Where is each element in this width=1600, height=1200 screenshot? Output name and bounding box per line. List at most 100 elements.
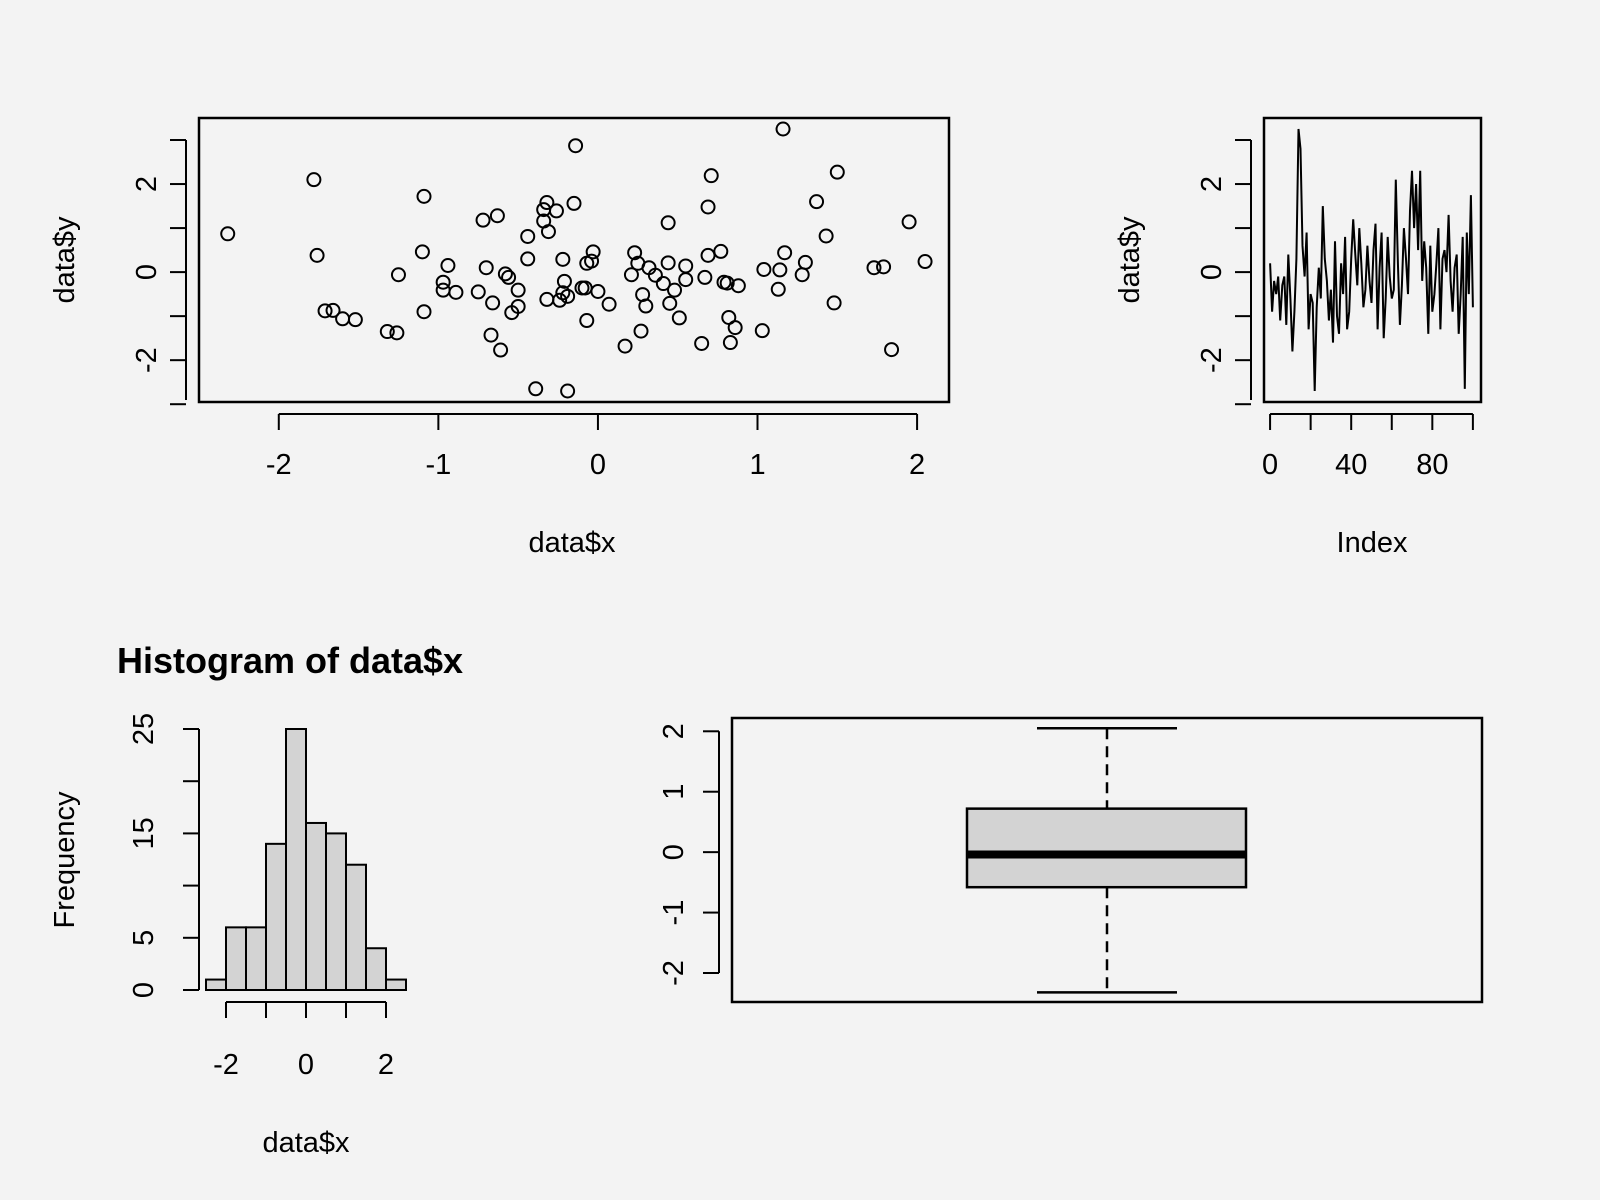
scatter-x-label: data$x bbox=[528, 527, 616, 559]
histogram-x-tick-label: 2 bbox=[378, 1049, 394, 1081]
scatter-point bbox=[325, 302, 341, 318]
scatter-point bbox=[667, 282, 683, 298]
scatter-point bbox=[485, 295, 501, 311]
scatter-point bbox=[440, 258, 456, 274]
histogram-bar bbox=[265, 842, 287, 992]
scatter-point bbox=[777, 245, 793, 261]
scatter-point bbox=[754, 323, 770, 339]
scatter-point bbox=[678, 272, 694, 288]
line-x-tick-label: 0 bbox=[1262, 449, 1278, 481]
boxplot-y-axis: -2 -1 0 1 2 bbox=[658, 723, 720, 986]
scatter-x-tick-label: -1 bbox=[425, 449, 451, 481]
boxplot-y-tick-label: 0 bbox=[658, 844, 690, 860]
scatter-point bbox=[722, 335, 738, 351]
scatter-point bbox=[435, 282, 451, 298]
boxplot-iqr-box bbox=[965, 807, 1248, 889]
scatter-point bbox=[566, 195, 582, 211]
line-x-label: Index bbox=[1337, 527, 1408, 559]
line-x-tick-label: 40 bbox=[1335, 449, 1367, 481]
histogram-y-tick-label: 25 bbox=[128, 713, 160, 745]
scatter-point bbox=[700, 199, 716, 215]
scatter-panel: -2 -1 0 1 2 -2 0 2 data$x data$y bbox=[49, 116, 951, 559]
histogram-bar bbox=[225, 926, 247, 991]
scatter-point bbox=[713, 243, 729, 259]
scatter-point bbox=[584, 253, 600, 269]
scatter-point bbox=[390, 267, 406, 283]
scatter-y-tick-label: 2 bbox=[131, 176, 163, 192]
scatter-point bbox=[552, 292, 568, 308]
scatter-x-tick-label: 0 bbox=[590, 449, 606, 481]
scatter-point bbox=[809, 194, 825, 210]
scatter-point bbox=[671, 310, 687, 326]
scatter-point bbox=[638, 298, 654, 314]
scatter-point bbox=[797, 254, 813, 270]
histogram-bar bbox=[325, 832, 347, 992]
scatter-y-axis: -2 0 2 bbox=[131, 139, 187, 406]
histogram-bar bbox=[245, 926, 267, 991]
scatter-point bbox=[489, 208, 505, 224]
scatter-point bbox=[775, 121, 791, 137]
histogram-bar bbox=[385, 978, 407, 991]
boxplot-y-tick-label: 2 bbox=[658, 723, 690, 739]
histogram-y-tick-label: 15 bbox=[128, 817, 160, 849]
histogram-bar bbox=[345, 863, 367, 991]
scatter-point bbox=[435, 274, 451, 290]
scatter-point bbox=[556, 273, 572, 289]
histogram-bar bbox=[305, 821, 327, 992]
scatter-point bbox=[317, 303, 333, 319]
histogram-bar bbox=[205, 978, 227, 991]
line-y-axis: -2 0 2 bbox=[1196, 139, 1252, 406]
scatter-point bbox=[627, 245, 643, 261]
scatter-point bbox=[601, 296, 617, 312]
scatter-point bbox=[560, 383, 576, 399]
scatter-point bbox=[539, 291, 555, 307]
scatter-point bbox=[555, 251, 571, 267]
scatter-point bbox=[719, 275, 735, 291]
line-x-axis: 0 40 80 bbox=[1262, 413, 1474, 481]
line-y-tick-label: -2 bbox=[1196, 347, 1228, 373]
line-y-tick-label: 2 bbox=[1196, 176, 1228, 192]
scatter-point bbox=[510, 282, 526, 298]
scatter-point bbox=[389, 325, 405, 341]
scatter-x-tick-label: -2 bbox=[266, 449, 292, 481]
scatter-point bbox=[448, 284, 464, 300]
histogram-x-axis: -2 0 2 bbox=[213, 1001, 394, 1081]
scatter-point bbox=[623, 267, 639, 283]
scatter-point bbox=[772, 262, 788, 278]
histogram-x-label: data$x bbox=[262, 1127, 350, 1159]
scatter-point bbox=[497, 266, 513, 282]
scatter-point bbox=[697, 269, 713, 285]
histogram-bars bbox=[205, 728, 407, 992]
boxplot-y-tick-label: -2 bbox=[658, 960, 690, 986]
scatter-point bbox=[660, 255, 676, 271]
scatter-point bbox=[568, 138, 584, 154]
scatter-point bbox=[694, 335, 710, 351]
scatter-point bbox=[730, 278, 746, 294]
scatter-point bbox=[655, 276, 671, 292]
scatter-point bbox=[662, 295, 678, 311]
scatter-point bbox=[501, 269, 517, 285]
histogram-panel: Histogram of data$x -2 0 2 0 5 15 25 data$x F… bbox=[49, 640, 463, 1159]
scatter-point bbox=[647, 267, 663, 283]
histogram-title: Histogram of data$x bbox=[117, 640, 463, 681]
scatter-point bbox=[309, 247, 325, 263]
scatter-point bbox=[478, 260, 494, 276]
scatter-point bbox=[770, 281, 786, 297]
scatter-point bbox=[876, 259, 892, 275]
histogram-y-axis: 0 5 15 25 bbox=[128, 713, 200, 998]
histogram-bar bbox=[285, 728, 307, 991]
histogram-y-tick-label: 0 bbox=[128, 982, 160, 998]
scatter-point bbox=[335, 311, 351, 327]
scatter-point bbox=[306, 172, 322, 188]
scatter-point bbox=[540, 224, 556, 240]
scatter-point bbox=[220, 226, 236, 242]
scatter-point bbox=[660, 215, 676, 231]
histogram-y-label: Frequency bbox=[49, 791, 81, 929]
scatter-point bbox=[579, 313, 595, 329]
scatter-point bbox=[756, 261, 772, 277]
scatter-x-axis: -2 -1 0 1 2 bbox=[266, 413, 925, 481]
scatter-point bbox=[818, 228, 834, 244]
scatter-point bbox=[884, 342, 900, 358]
